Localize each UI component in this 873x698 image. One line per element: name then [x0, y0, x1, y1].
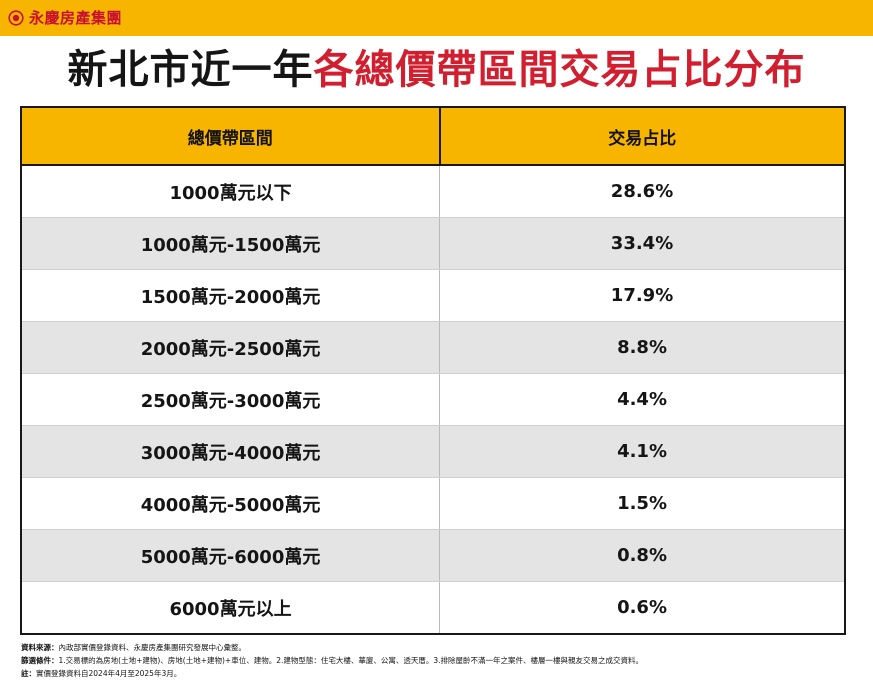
table-row: 2000萬元-2500萬元 8.8% [22, 321, 844, 374]
table-row: 6000萬元以上 0.6% [22, 581, 844, 633]
share-cell: 33.4% [439, 217, 844, 270]
top-band: 永慶房產集團 [0, 0, 873, 36]
table-row: 2500萬元-3000萬元 4.4% [22, 373, 844, 426]
table-row: 5000萬元-6000萬元 0.8% [22, 529, 844, 582]
brand-name: 永慶房產集團 [29, 9, 123, 27]
column-header-share: 交易占比 [439, 108, 844, 166]
share-table-wrapper: 總價帶區間 交易占比 1000萬元以下 28.6% 1000萬元-1500萬元 … [20, 106, 846, 635]
circle-logo-icon [8, 10, 24, 26]
share-cell: 8.8% [439, 321, 844, 374]
note-text: 1.交易標的為房地(土地+建物)、房地(土地+建物)+車位、建物。2.建物型態：… [58, 656, 644, 665]
table-row: 1000萬元以下 28.6% [22, 165, 844, 218]
range-cell: 2000萬元-2500萬元 [22, 321, 441, 374]
table-header-row: 總價帶區間 交易占比 [22, 108, 844, 166]
share-cell: 0.6% [439, 581, 844, 633]
brand: 永慶房產集團 [8, 7, 122, 29]
note-label: 資料來源： [21, 643, 59, 652]
note-label: 篩選條件： [21, 656, 59, 665]
title-part-black: 新北市近一年 [67, 47, 314, 93]
range-cell: 4000萬元-5000萬元 [22, 477, 441, 530]
range-cell: 1000萬元-1500萬元 [22, 217, 441, 270]
note-source: 資料來源： 內政部實價登錄資料、永慶房產集團研究發展中心彙整。 [21, 641, 861, 654]
share-cell: 28.6% [439, 165, 844, 218]
note-text: 實價登錄資料自2024年4月至2025年3月。 [36, 669, 182, 678]
range-cell: 1000萬元以下 [22, 165, 441, 218]
table-row: 1000萬元-1500萬元 33.4% [22, 217, 844, 270]
range-cell: 5000萬元-6000萬元 [22, 529, 441, 582]
share-cell: 4.4% [439, 373, 844, 426]
table-row: 3000萬元-4000萬元 4.1% [22, 425, 844, 478]
range-cell: 2500萬元-3000萬元 [22, 373, 441, 426]
note-filter: 篩選條件： 1.交易標的為房地(土地+建物)、房地(土地+建物)+車位、建物。2… [21, 654, 861, 667]
share-cell: 0.8% [439, 529, 844, 582]
range-cell: 3000萬元-4000萬元 [22, 425, 441, 478]
page-title: 新北市近一年各總價帶區間交易占比分布 [0, 44, 873, 96]
column-header-range: 總價帶區間 [22, 108, 441, 166]
footnotes: 資料來源： 內政部實價登錄資料、永慶房產集團研究發展中心彙整。 篩選條件： 1.… [21, 641, 861, 680]
share-cell: 1.5% [439, 477, 844, 530]
table-row: 1500萬元-2000萬元 17.9% [22, 269, 844, 322]
note-remark: 註： 實價登錄資料自2024年4月至2025年3月。 [21, 667, 861, 680]
range-cell: 6000萬元以上 [22, 581, 441, 633]
share-cell: 4.1% [439, 425, 844, 478]
table-row: 4000萬元-5000萬元 1.5% [22, 477, 844, 530]
share-table: 總價帶區間 交易占比 1000萬元以下 28.6% 1000萬元-1500萬元 … [22, 108, 844, 633]
range-cell: 1500萬元-2000萬元 [22, 269, 441, 322]
share-cell: 17.9% [439, 269, 844, 322]
note-text: 內政部實價登錄資料、永慶房產集團研究發展中心彙整。 [58, 643, 247, 652]
note-label: 註： [21, 669, 36, 678]
title-part-red: 各總價帶區間交易占比分布 [313, 47, 806, 93]
